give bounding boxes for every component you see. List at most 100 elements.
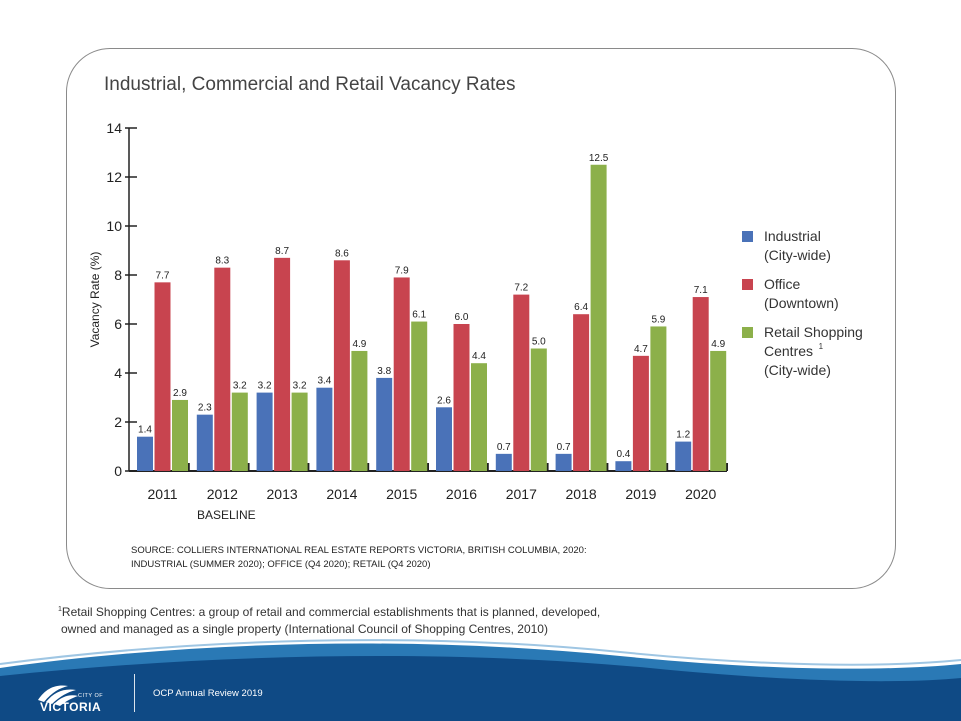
bar-retail-2015 (411, 321, 428, 471)
data-label-retail-2019: 5.9 (651, 314, 665, 325)
bar-retail-2016 (471, 363, 487, 471)
x-sublabel-baseline: BASELINE (197, 508, 256, 522)
footnote: 1Retail Shopping Centres: a group of ret… (58, 601, 758, 638)
bar-industrial-2015 (376, 377, 393, 471)
data-label-retail-2016: 4.4 (472, 351, 486, 362)
data-label-industrial-2019: 0.4 (616, 449, 630, 460)
x-tick-label-2020: 2020 (685, 486, 716, 502)
bar-office-2015 (393, 277, 410, 471)
bar-office-2016 (453, 324, 470, 471)
data-label-office-2017: 7.2 (514, 283, 528, 294)
footer-title: OCP Annual Review 2019 (153, 688, 263, 699)
source-line-1: SOURCE: COLLIERS INTERNATIONAL REAL ESTA… (131, 545, 587, 556)
legend-label-retail: Retail Shopping (764, 324, 863, 340)
bar-industrial-2011 (137, 436, 153, 471)
bar-retail-2020 (710, 350, 727, 471)
legend-swatch-industrial (742, 231, 753, 242)
y-axis-label: Vacancy Rate (%) (88, 252, 102, 348)
x-tick-label-2019: 2019 (625, 486, 656, 502)
bar-retail-2013 (291, 392, 308, 471)
footer-divider (134, 674, 135, 712)
legend-swatch-retail (742, 327, 753, 338)
data-label-retail-2015: 6.1 (412, 310, 426, 321)
y-tick-label: 2 (114, 414, 122, 430)
data-label-retail-2017: 5.0 (532, 337, 546, 348)
legend-swatch-office (742, 279, 753, 290)
legend-label-office-line2: (Downtown) (764, 295, 839, 311)
data-label-retail-2011: 2.9 (173, 388, 187, 399)
y-tick-label: 14 (106, 120, 122, 136)
legend-label-industrial: Industrial (764, 228, 821, 244)
bar-retail-2014 (351, 350, 368, 471)
legend-label-office: Office (764, 276, 801, 292)
data-label-office-2012: 8.3 (215, 256, 229, 267)
y-tick-label: 8 (114, 267, 122, 283)
data-label-industrial-2013: 3.2 (258, 381, 272, 392)
data-label-retail-2014: 4.9 (352, 339, 366, 350)
legend-label-retail-line2: Centres (764, 343, 813, 359)
bar-industrial-2017 (495, 453, 512, 471)
data-label-office-2014: 8.6 (335, 248, 349, 259)
bar-retail-2018 (590, 164, 607, 471)
data-label-retail-2020: 4.9 (711, 339, 725, 350)
data-label-office-2018: 6.4 (574, 302, 588, 313)
data-label-office-2013: 8.7 (275, 246, 289, 257)
data-label-office-2015: 7.9 (395, 265, 409, 276)
y-tick-label: 0 (114, 463, 122, 479)
chart-frame (66, 48, 896, 589)
bar-office-2013 (274, 257, 291, 471)
city-of-victoria-logo (38, 685, 78, 706)
x-tick-label-2013: 2013 (267, 486, 298, 502)
data-label-industrial-2018: 0.7 (557, 442, 571, 453)
logo-victoria: VICTORIA (40, 700, 102, 714)
bar-office-2019 (632, 355, 649, 471)
legend-label-industrial-line2: (City-wide) (764, 247, 831, 263)
data-label-office-2011: 7.7 (156, 270, 170, 281)
bar-retail-2011 (172, 399, 188, 471)
x-tick-label-2018: 2018 (566, 486, 597, 502)
data-label-industrial-2020: 1.2 (676, 430, 690, 441)
y-tick-label: 4 (114, 365, 122, 381)
data-label-retail-2018: 12.5 (589, 153, 609, 164)
source-line-2: INDUSTRIAL (SUMMER 2020); OFFICE (Q4 202… (131, 559, 431, 570)
data-label-industrial-2011: 1.4 (138, 425, 152, 436)
data-label-office-2020: 7.1 (694, 285, 708, 296)
bar-office-2012 (214, 267, 231, 471)
bar-office-2011 (154, 282, 171, 471)
bar-industrial-2013 (256, 392, 273, 471)
data-label-industrial-2017: 0.7 (497, 442, 511, 453)
y-tick-label: 6 (114, 316, 122, 332)
bar-office-2020 (692, 297, 709, 471)
footnote-line-2: owned and managed as a single property (… (61, 622, 548, 636)
data-label-industrial-2015: 3.8 (377, 366, 391, 377)
bar-retail-2012 (231, 392, 248, 471)
x-tick-label-2016: 2016 (446, 486, 477, 502)
bar-industrial-2020 (675, 441, 692, 471)
chart-title: Industrial, Commercial and Retail Vacanc… (104, 74, 516, 95)
x-tick-label-2017: 2017 (506, 486, 537, 502)
data-label-industrial-2016: 2.6 (437, 395, 451, 406)
bar-retail-2019 (650, 326, 667, 471)
legend-label-retail-line3: (City-wide) (764, 362, 831, 378)
data-label-office-2019: 4.7 (634, 344, 648, 355)
data-label-retail-2013: 3.2 (293, 381, 307, 392)
data-label-industrial-2014: 3.4 (317, 376, 331, 387)
bar-retail-2017 (530, 348, 547, 471)
data-label-retail-2012: 3.2 (233, 381, 247, 392)
footnote-line-1: Retail Shopping Centres: a group of reta… (61, 605, 601, 619)
bar-industrial-2019 (615, 461, 632, 471)
legend-superscript: 1 (819, 342, 824, 351)
bar-industrial-2012 (196, 414, 213, 471)
data-label-office-2016: 6.0 (455, 312, 469, 323)
y-tick-label: 12 (106, 169, 122, 185)
bar-industrial-2018 (555, 453, 572, 471)
bar-office-2014 (333, 260, 350, 471)
x-tick-label-2011: 2011 (147, 486, 177, 502)
bar-industrial-2014 (316, 387, 333, 471)
y-tick-label: 10 (106, 218, 122, 234)
x-tick-label-2015: 2015 (386, 486, 417, 502)
x-tick-label-2012: 2012 (207, 486, 238, 502)
